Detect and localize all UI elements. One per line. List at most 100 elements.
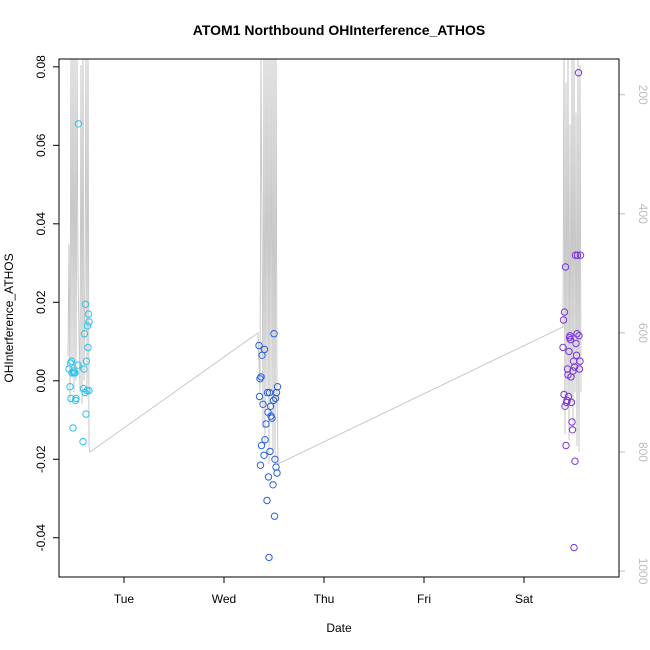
data-point xyxy=(570,543,578,552)
data-point xyxy=(262,420,270,428)
data-point xyxy=(563,396,571,405)
data-point xyxy=(272,463,280,471)
data-point xyxy=(566,335,575,344)
x-tick-label: Tue xyxy=(114,592,135,606)
axes-layer: -0.04 -0.02 0.00 0.02 0.04 0.06 0.08 Tue Wed Thu F… xyxy=(34,55,650,606)
data-point xyxy=(560,308,569,316)
data-point xyxy=(575,332,583,340)
data-point xyxy=(260,451,268,459)
data-point xyxy=(264,473,273,481)
right-tick-label: 800 xyxy=(636,442,650,462)
data-point xyxy=(266,402,275,410)
data-point xyxy=(270,330,278,338)
data-point xyxy=(69,424,77,432)
data-point xyxy=(270,512,279,520)
data-point xyxy=(80,365,88,373)
right-tick-label: 200 xyxy=(636,85,650,105)
data-point xyxy=(263,496,271,505)
y-tick-label: 0.00 xyxy=(34,369,48,393)
right-tick-label: 400 xyxy=(636,204,650,224)
data-point xyxy=(567,398,576,407)
y-tick-label: -0.04 xyxy=(34,524,48,552)
data-point xyxy=(260,345,269,354)
y-tick-label: 0.04 xyxy=(34,212,48,236)
chart-title: ATOM1 Northbound OHInterference_ATHOS xyxy=(193,22,485,38)
x-tick-label: Sat xyxy=(515,592,534,606)
data-point xyxy=(575,365,584,373)
data-point xyxy=(559,343,567,352)
y-tick-label: -0.02 xyxy=(34,445,48,473)
data-point xyxy=(79,437,87,446)
data-point xyxy=(571,251,580,259)
data-point xyxy=(572,339,580,348)
data-point xyxy=(67,394,75,403)
data-point xyxy=(559,316,568,324)
points-layer xyxy=(65,69,585,562)
data-point xyxy=(81,300,90,308)
data-point xyxy=(261,436,269,444)
data-point xyxy=(574,69,583,77)
y-tick-label: 0.06 xyxy=(34,133,48,157)
background-series-line xyxy=(67,59,582,465)
data-point xyxy=(265,388,274,397)
data-point xyxy=(566,332,574,340)
data-point xyxy=(568,418,576,426)
y-tick-label: 0.02 xyxy=(34,290,48,314)
data-point xyxy=(570,363,579,371)
data-point xyxy=(257,373,265,381)
data-point xyxy=(72,394,80,403)
y-tick-label: 0.08 xyxy=(34,55,48,79)
x-tick-label: Fri xyxy=(417,592,431,606)
data-point xyxy=(565,347,573,356)
data-point xyxy=(572,351,581,359)
data-point xyxy=(269,396,278,405)
data-point xyxy=(273,383,282,391)
data-point xyxy=(85,318,93,326)
data-point xyxy=(81,388,89,397)
data-point xyxy=(67,357,76,365)
data-point xyxy=(257,441,266,450)
data-point xyxy=(576,357,584,365)
data-point xyxy=(268,414,276,422)
x-tick-label: Wed xyxy=(212,592,236,606)
data-point xyxy=(263,388,272,397)
x-tick-label: Thu xyxy=(314,592,335,606)
data-point xyxy=(560,390,568,399)
data-point xyxy=(83,386,91,395)
data-point xyxy=(273,469,281,477)
plot-frame xyxy=(58,58,620,578)
right-tick-label: 600 xyxy=(636,323,650,343)
data-point xyxy=(71,369,79,377)
data-point xyxy=(255,341,263,350)
data-point xyxy=(573,251,582,259)
data-point xyxy=(562,441,570,450)
data-point xyxy=(576,251,585,259)
data-point xyxy=(568,426,577,434)
y-axis-label: OHInterference_ATHOS xyxy=(2,253,16,382)
data-point xyxy=(74,120,83,128)
data-point xyxy=(265,553,273,562)
data-point xyxy=(266,447,274,456)
data-point xyxy=(271,455,279,463)
data-point xyxy=(84,343,92,352)
data-point xyxy=(83,322,92,330)
data-point xyxy=(564,392,573,401)
data-point xyxy=(85,386,93,395)
data-point xyxy=(561,263,570,271)
data-point xyxy=(68,369,76,377)
data-point xyxy=(256,461,265,469)
data-point xyxy=(269,481,277,489)
data-point xyxy=(259,400,267,408)
data-point xyxy=(82,357,91,365)
background-line-layer xyxy=(67,59,582,465)
x-axis-label: Date xyxy=(326,621,352,635)
data-point xyxy=(571,457,579,465)
data-point xyxy=(80,330,89,338)
data-point xyxy=(573,330,581,338)
data-point xyxy=(82,410,90,418)
data-point xyxy=(569,367,577,375)
data-point xyxy=(84,310,93,318)
right-tick-label: 1000 xyxy=(636,558,650,585)
data-point xyxy=(74,361,82,369)
